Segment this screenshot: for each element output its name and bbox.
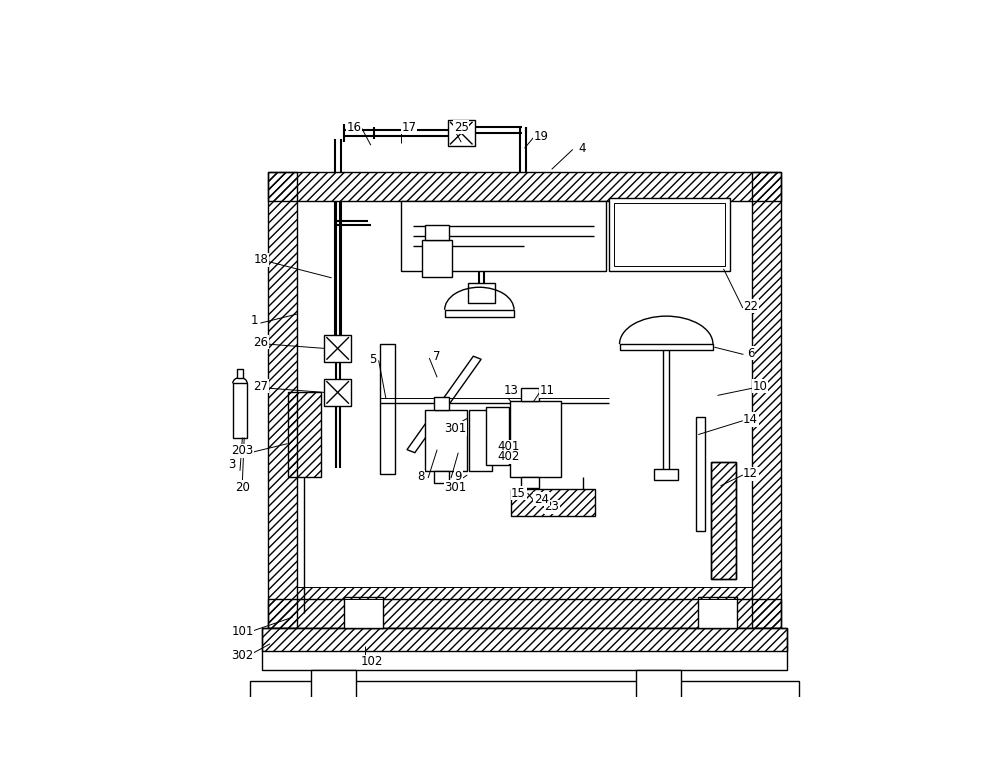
Bar (521, 388, 539, 402)
Bar (311, 669, 356, 698)
Text: 16: 16 (346, 121, 361, 134)
Text: 13: 13 (504, 384, 519, 397)
Bar (448, 120, 475, 146)
Bar (250, 680, 799, 698)
Text: 402: 402 (498, 450, 520, 464)
Text: 17: 17 (401, 121, 416, 134)
Text: 301: 301 (444, 481, 466, 493)
Text: 102: 102 (361, 655, 383, 669)
Bar (268, 598, 781, 627)
Text: 20: 20 (235, 481, 250, 493)
Bar (752, 172, 781, 627)
Bar (711, 462, 736, 579)
Text: 27: 27 (253, 380, 268, 393)
Bar (268, 172, 781, 201)
Text: 4: 4 (578, 142, 586, 155)
Bar (469, 410, 492, 471)
Bar (698, 597, 737, 627)
Bar (401, 201, 606, 271)
Bar (609, 198, 730, 271)
Bar (614, 203, 725, 265)
Text: 26: 26 (253, 336, 268, 349)
Text: 7: 7 (433, 350, 441, 363)
Text: 15: 15 (511, 486, 526, 500)
Bar (324, 379, 351, 406)
Text: 8: 8 (417, 471, 425, 483)
Text: 11: 11 (540, 384, 555, 397)
Bar (445, 310, 514, 317)
Bar (425, 410, 467, 471)
Text: 6: 6 (747, 347, 754, 359)
Bar (468, 283, 495, 302)
Text: 401: 401 (498, 440, 520, 453)
Bar (344, 597, 383, 627)
Text: 302: 302 (231, 649, 254, 662)
Text: 18: 18 (254, 253, 269, 266)
Text: 10: 10 (752, 380, 767, 393)
Text: 23: 23 (544, 500, 559, 514)
Bar (425, 226, 449, 240)
Bar (636, 669, 681, 698)
Bar (233, 384, 247, 438)
Bar (237, 369, 243, 377)
Text: 25: 25 (454, 121, 469, 134)
Text: 24: 24 (534, 493, 549, 506)
Text: 22: 22 (743, 300, 758, 312)
Bar (422, 240, 452, 276)
Bar (654, 469, 678, 480)
Bar (521, 477, 539, 488)
Text: 14: 14 (743, 413, 758, 426)
Text: 203: 203 (231, 445, 254, 457)
Bar (297, 201, 752, 598)
Bar (511, 489, 595, 516)
Text: 301: 301 (444, 422, 466, 435)
Text: 5: 5 (369, 352, 376, 366)
Bar (297, 586, 752, 598)
Bar (711, 462, 736, 579)
Text: 19: 19 (534, 130, 549, 143)
Bar (486, 407, 509, 465)
Text: 3: 3 (228, 458, 236, 471)
Text: 12: 12 (743, 467, 758, 480)
Bar (380, 345, 395, 474)
Text: 1: 1 (251, 313, 258, 327)
Bar (696, 417, 705, 531)
Bar (262, 627, 787, 651)
Bar (434, 397, 449, 410)
Bar (262, 627, 787, 669)
Bar (620, 345, 713, 350)
Text: 101: 101 (231, 626, 254, 638)
Bar (434, 471, 449, 483)
Bar (268, 172, 297, 627)
Bar (288, 392, 321, 477)
Text: 9: 9 (454, 471, 462, 483)
Bar (324, 335, 351, 362)
Bar (510, 402, 561, 477)
